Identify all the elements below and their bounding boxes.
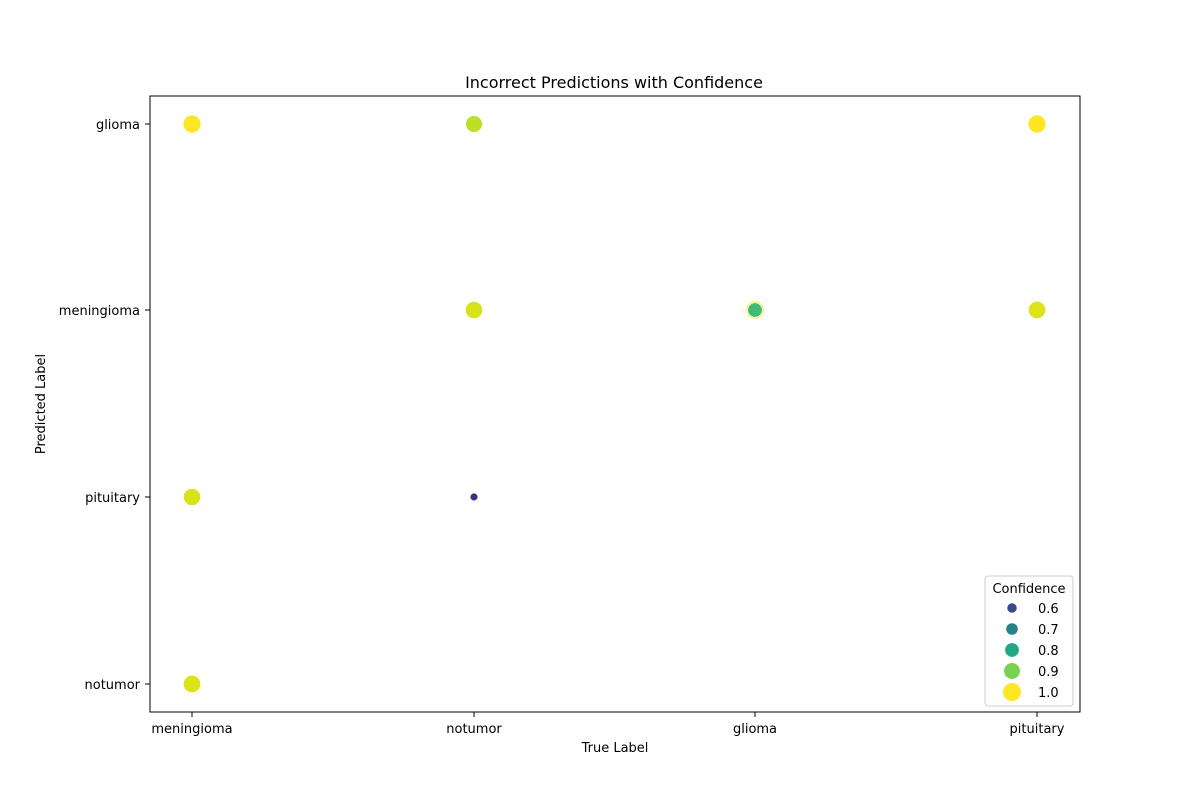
scatter-point (182, 114, 202, 134)
scatter-point (464, 300, 484, 320)
x-axis: meningioma notumor glioma pituitary (151, 712, 1065, 737)
x-tick-label: pituitary (1010, 722, 1065, 737)
y-tick-label: meningioma (59, 304, 140, 319)
legend: Confidence 0.6 0.7 0.8 0.9 1.0 (984, 575, 1074, 707)
scatter-points (182, 114, 1047, 694)
plot-area-frame (149, 95, 1081, 713)
y-axis-label: Predicted Label (34, 354, 49, 454)
legend-marker (1005, 643, 1019, 657)
legend-marker (1003, 683, 1021, 701)
x-tick-label: notumor (446, 722, 502, 737)
legend-label: 1.0 (1038, 686, 1059, 701)
scatter-point (182, 487, 202, 507)
legend-title: Confidence (992, 582, 1065, 597)
legend-marker (1006, 623, 1018, 635)
scatter-point (182, 674, 202, 694)
scatter-point (1027, 300, 1047, 320)
legend-label: 0.6 (1038, 602, 1059, 617)
x-axis-label: True Label (581, 741, 649, 756)
legend-entries: 0.6 0.7 0.8 0.9 1.0 (1003, 602, 1059, 701)
scatter-point (469, 492, 479, 502)
legend-marker (1007, 603, 1017, 613)
legend-label: 0.9 (1038, 665, 1059, 680)
legend-label: 0.8 (1038, 644, 1059, 659)
scatter-point (1027, 114, 1047, 134)
scatter-point (747, 302, 763, 318)
chart-title: Incorrect Predictions with Confidence (465, 73, 763, 92)
scatter-point (465, 115, 483, 133)
x-tick-label: meningioma (151, 722, 232, 737)
x-tick-label: glioma (733, 722, 777, 737)
legend-label: 0.7 (1038, 623, 1059, 638)
y-tick-label: glioma (96, 118, 140, 133)
y-axis: glioma meningioma pituitary notumor (59, 118, 150, 693)
legend-marker (1004, 663, 1020, 679)
y-tick-label: notumor (85, 678, 141, 693)
y-tick-label: pituitary (85, 491, 140, 506)
